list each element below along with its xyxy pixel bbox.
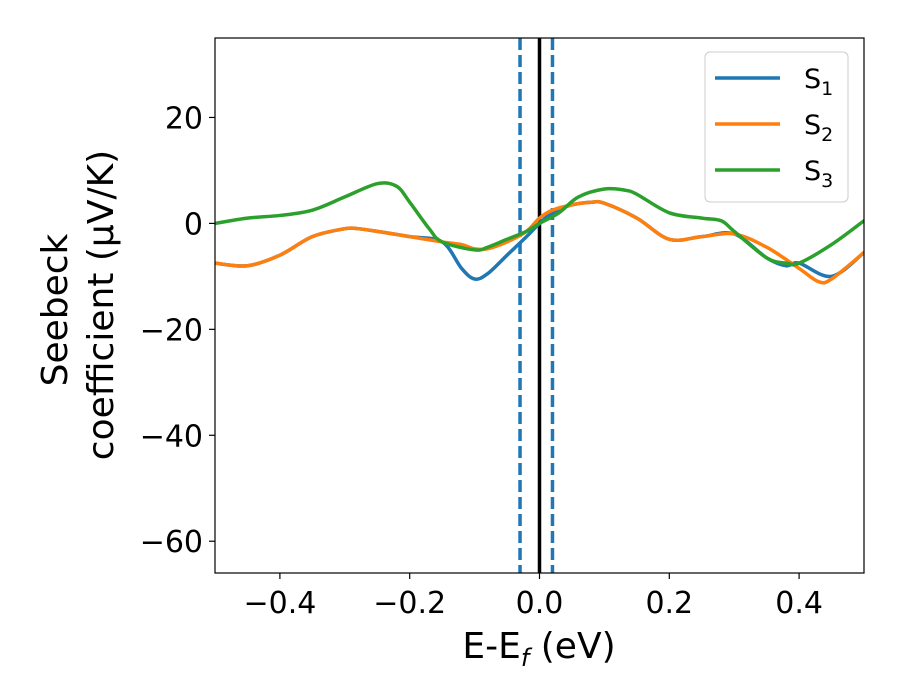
y-axis-label-line2: coefficient (μV/K) [81,150,122,460]
y-tick-label: −20 [140,313,203,348]
y-axis-label-line1: Seebeck [35,233,76,386]
x-tick-label: −0.2 [373,586,446,621]
legend-label-s3: S3 [804,156,833,192]
x-tick-label: −0.4 [243,586,316,621]
y-tick-label: 20 [165,101,203,136]
legend-label-s1: S1 [804,64,833,100]
series-line-s2 [215,199,864,285]
y-tick-label: 0 [184,207,203,242]
x-tick-label: 0.0 [516,586,564,621]
legend-box [704,51,849,203]
legend-label-s2: S2 [804,110,833,146]
legend: S1 S2 S3 [704,51,849,203]
y-tick-label: −40 [140,419,203,454]
series-line-s3 [215,181,864,267]
x-axis-label: E-Ef (eV) [462,626,615,672]
x-tick-label: 0.2 [645,586,693,621]
y-tick-label: −60 [140,525,203,560]
x-tick-label: 0.4 [775,586,823,621]
